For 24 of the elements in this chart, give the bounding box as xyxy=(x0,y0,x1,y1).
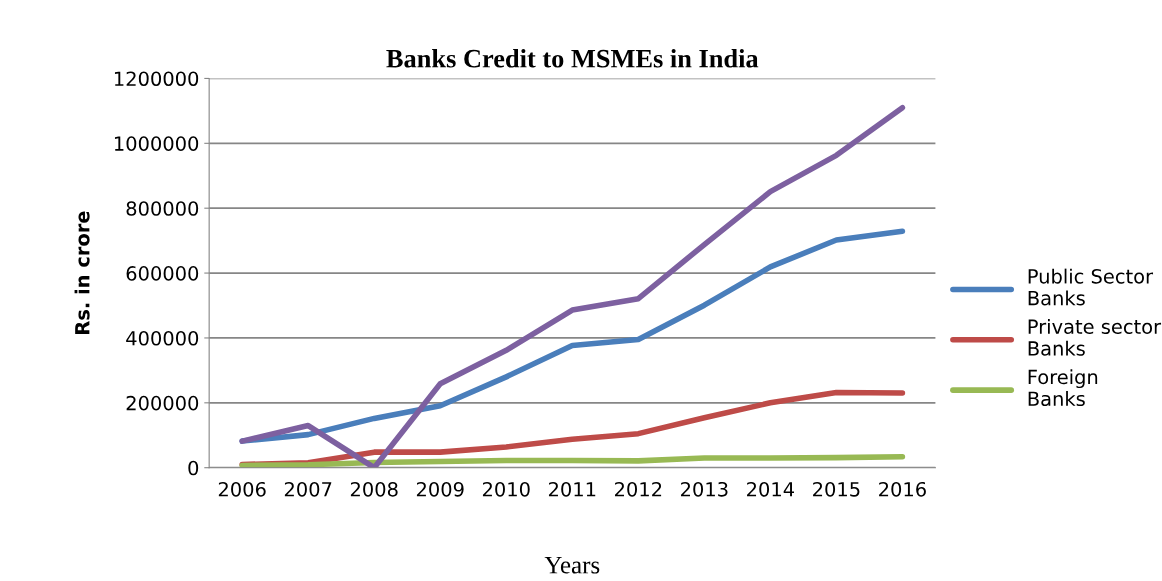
x-tick-label: 2009 xyxy=(416,481,464,497)
y-axis-title: Rs. in crore xyxy=(74,211,90,334)
x-tick-label: 2006 xyxy=(218,481,266,497)
x-tick-label: 2015 xyxy=(813,481,860,497)
y-tick-label: 1000000 xyxy=(114,136,199,151)
x-tick-label: 2012 xyxy=(614,481,662,497)
chart-title: Banks Credit to MSMEs in India xyxy=(386,49,759,68)
x-tick-label: 2007 xyxy=(284,481,332,497)
y-tick-label: 600000 xyxy=(126,266,199,281)
x-axis-title: Years xyxy=(544,556,600,574)
x-tick-label: 2011 xyxy=(548,481,596,497)
y-tick-label: 400000 xyxy=(126,330,199,346)
x-tick-label: 2010 xyxy=(482,481,530,497)
legend-label: Private sector Banks xyxy=(1028,318,1162,356)
y-tick-label: 1200000 xyxy=(114,71,199,87)
y-tick-label: 800000 xyxy=(126,201,199,216)
legend-label: Foreign Banks xyxy=(1028,369,1098,407)
legend-label: Public Sector Banks xyxy=(1028,268,1154,306)
y-tick-label: 0 xyxy=(188,460,199,476)
y-tick-label: 200000 xyxy=(126,395,199,411)
x-tick-label: 2013 xyxy=(681,481,728,497)
x-tick-label: 2008 xyxy=(350,481,398,497)
x-tick-label: 2016 xyxy=(879,481,926,497)
x-tick-label: 2014 xyxy=(747,481,794,497)
